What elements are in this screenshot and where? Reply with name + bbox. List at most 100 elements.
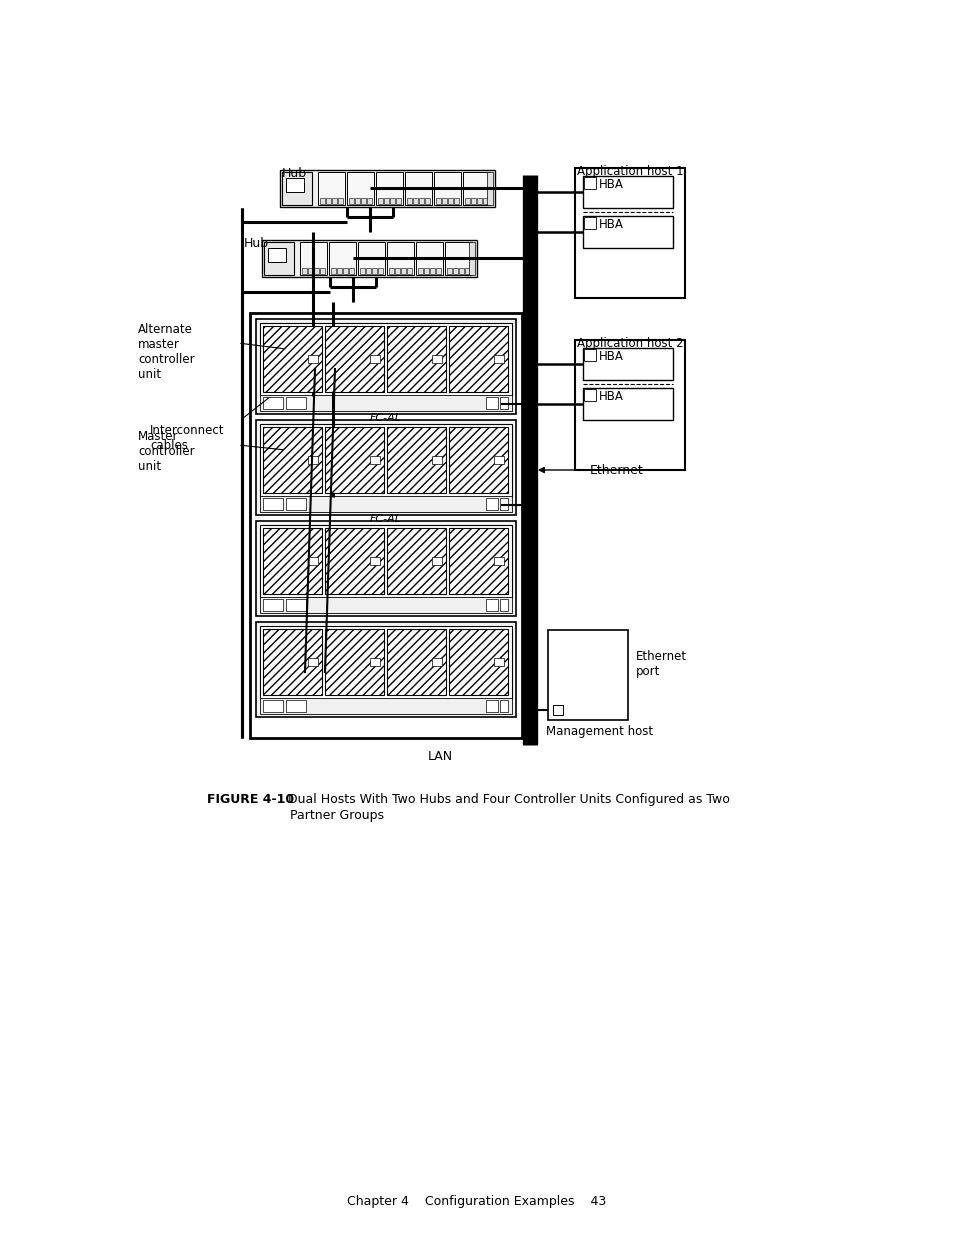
- Bar: [494, 456, 503, 464]
- Bar: [331, 268, 335, 274]
- Bar: [583, 217, 596, 228]
- Bar: [299, 242, 327, 275]
- Text: FC-AL: FC-AL: [370, 514, 401, 524]
- Bar: [436, 268, 440, 274]
- Bar: [400, 268, 406, 274]
- Bar: [360, 198, 366, 204]
- Bar: [423, 268, 429, 274]
- Bar: [395, 198, 400, 204]
- Bar: [449, 529, 507, 594]
- Bar: [486, 172, 493, 205]
- Bar: [255, 319, 516, 414]
- Text: Ethernet
port: Ethernet port: [636, 650, 686, 678]
- Bar: [464, 268, 470, 274]
- Bar: [485, 700, 497, 713]
- Bar: [319, 198, 325, 204]
- Bar: [355, 198, 359, 204]
- Bar: [407, 198, 412, 204]
- Text: HBA: HBA: [598, 178, 623, 191]
- Text: LAN: LAN: [427, 750, 452, 763]
- Bar: [390, 198, 395, 204]
- Bar: [260, 424, 512, 496]
- Bar: [453, 268, 457, 274]
- Bar: [264, 242, 294, 275]
- Bar: [494, 658, 503, 666]
- Bar: [332, 198, 336, 204]
- Bar: [434, 172, 460, 205]
- Text: Application host 2: Application host 2: [577, 337, 683, 350]
- Bar: [432, 658, 441, 666]
- Bar: [260, 597, 512, 613]
- Bar: [377, 198, 382, 204]
- Bar: [263, 700, 283, 713]
- Bar: [347, 172, 374, 205]
- Bar: [263, 629, 322, 695]
- Bar: [255, 420, 516, 515]
- Bar: [325, 629, 384, 695]
- Bar: [582, 216, 672, 248]
- Bar: [464, 198, 470, 204]
- Bar: [260, 496, 512, 513]
- Bar: [494, 354, 503, 363]
- Bar: [469, 242, 475, 275]
- Text: Interconnect
cables: Interconnect cables: [150, 424, 224, 452]
- Bar: [302, 268, 307, 274]
- Bar: [462, 172, 490, 205]
- Bar: [280, 170, 495, 207]
- Bar: [436, 198, 440, 204]
- Bar: [485, 599, 497, 611]
- Bar: [262, 240, 476, 277]
- Bar: [547, 630, 627, 720]
- Bar: [255, 622, 516, 718]
- Bar: [308, 354, 317, 363]
- Bar: [447, 268, 452, 274]
- Bar: [575, 168, 684, 298]
- Bar: [449, 629, 507, 695]
- Text: Alternate
master
controller
unit: Alternate master controller unit: [138, 324, 194, 382]
- Bar: [499, 700, 507, 713]
- Bar: [325, 427, 384, 493]
- Bar: [424, 198, 430, 204]
- Bar: [583, 389, 596, 401]
- Text: Dual Hosts With Two Hubs and Four Controller Units Configured as Two: Dual Hosts With Two Hubs and Four Contro…: [280, 793, 729, 806]
- Bar: [263, 326, 322, 391]
- Bar: [413, 198, 417, 204]
- Bar: [260, 324, 512, 396]
- Bar: [387, 326, 446, 391]
- Bar: [582, 177, 672, 207]
- Bar: [387, 242, 414, 275]
- Bar: [444, 242, 472, 275]
- Bar: [325, 326, 384, 391]
- Bar: [417, 268, 422, 274]
- Bar: [263, 498, 283, 510]
- Bar: [432, 456, 441, 464]
- Text: FIGURE 4-10: FIGURE 4-10: [207, 793, 294, 806]
- Bar: [499, 498, 507, 510]
- Bar: [499, 599, 507, 611]
- Bar: [526, 254, 535, 262]
- Bar: [441, 198, 447, 204]
- Bar: [308, 268, 313, 274]
- Bar: [366, 268, 371, 274]
- Bar: [526, 184, 535, 191]
- Bar: [286, 396, 306, 409]
- Bar: [449, 326, 507, 391]
- Bar: [432, 557, 441, 564]
- Bar: [430, 268, 435, 274]
- Bar: [471, 198, 476, 204]
- Bar: [582, 348, 672, 380]
- Bar: [286, 498, 306, 510]
- Bar: [263, 427, 322, 493]
- Text: Master
controller
unit: Master controller unit: [138, 430, 194, 473]
- Bar: [485, 396, 497, 409]
- Bar: [260, 626, 512, 699]
- Bar: [387, 629, 446, 695]
- Bar: [367, 198, 372, 204]
- Bar: [416, 242, 442, 275]
- Bar: [263, 529, 322, 594]
- Bar: [308, 557, 317, 564]
- Bar: [458, 268, 463, 274]
- Bar: [263, 599, 283, 611]
- Bar: [286, 700, 306, 713]
- Text: FC-AL: FC-AL: [370, 412, 401, 424]
